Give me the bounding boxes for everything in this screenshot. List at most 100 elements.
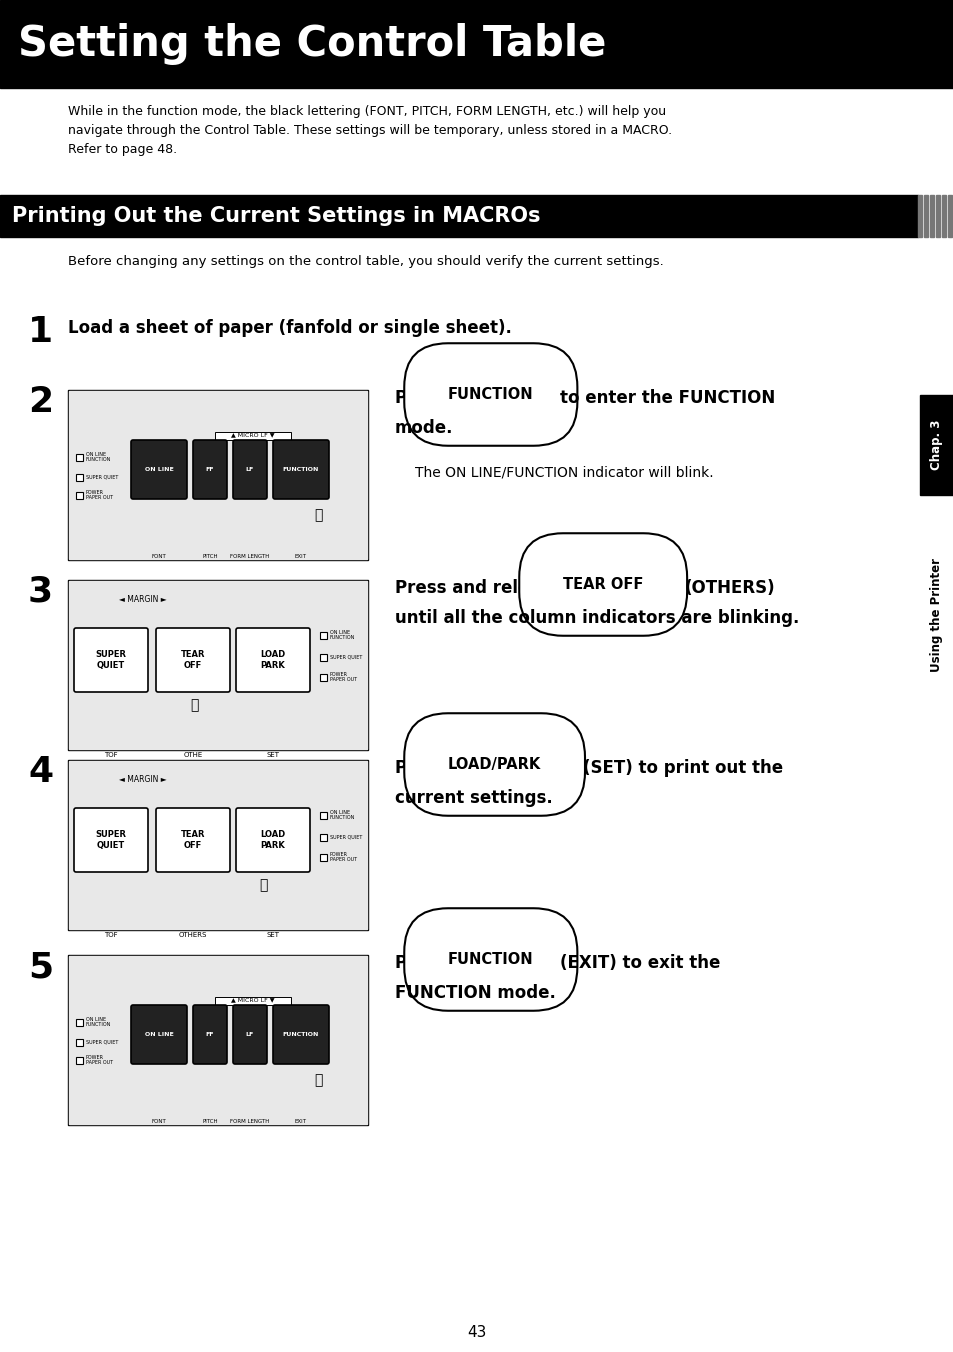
Text: FUNCTION: FUNCTION: [448, 387, 533, 402]
Text: Before changing any settings on the control table, you should verify the current: Before changing any settings on the cont…: [68, 256, 663, 268]
FancyBboxPatch shape: [74, 808, 148, 872]
Text: LOAD
PARK: LOAD PARK: [260, 830, 285, 849]
Text: EXIT: EXIT: [294, 1119, 307, 1124]
Text: PITCH: PITCH: [202, 1119, 217, 1124]
Text: FONT: FONT: [152, 554, 166, 558]
Text: ON LINE
FUNCTION: ON LINE FUNCTION: [86, 452, 112, 462]
Text: FUNCTION mode.: FUNCTION mode.: [395, 984, 556, 1002]
Text: ON LINE
FUNCTION: ON LINE FUNCTION: [330, 810, 355, 821]
Bar: [76, 475, 83, 481]
Bar: [319, 654, 327, 661]
Text: SET: SET: [266, 752, 279, 758]
Text: ✋: ✋: [314, 1073, 322, 1087]
Text: (OTHERS): (OTHERS): [684, 579, 775, 598]
Bar: [917, 195, 921, 237]
Text: 2: 2: [28, 385, 53, 419]
Text: Load a sheet of paper (fanfold or single sheet).: Load a sheet of paper (fanfold or single…: [68, 319, 512, 337]
Text: OTHE: OTHE: [183, 752, 202, 758]
Text: ✋: ✋: [190, 698, 198, 713]
Bar: [69, 956, 367, 1124]
Text: TOF: TOF: [104, 932, 117, 938]
FancyBboxPatch shape: [233, 1005, 267, 1064]
Bar: [319, 854, 327, 861]
Text: LOAD/PARK: LOAD/PARK: [448, 757, 540, 772]
Text: FUNCTION: FUNCTION: [282, 1032, 319, 1037]
Bar: [319, 631, 327, 639]
Bar: [68, 760, 368, 930]
Text: TEAR OFF: TEAR OFF: [562, 577, 642, 592]
Text: ✋: ✋: [314, 508, 322, 522]
FancyBboxPatch shape: [273, 1005, 329, 1064]
Bar: [76, 454, 83, 461]
Text: SUPER QUIET: SUPER QUIET: [330, 654, 362, 660]
Text: ◄ MARGIN ►: ◄ MARGIN ►: [119, 595, 167, 604]
Text: (SET) to print out the: (SET) to print out the: [582, 758, 782, 777]
Text: SUPER QUIET: SUPER QUIET: [86, 475, 118, 480]
Text: Press and release: Press and release: [395, 579, 561, 598]
Text: 43: 43: [467, 1325, 486, 1340]
Text: POWER
PAPER OUT: POWER PAPER OUT: [330, 672, 356, 683]
Text: ON LINE
FUNCTION: ON LINE FUNCTION: [330, 630, 355, 641]
Text: ON LINE: ON LINE: [145, 466, 173, 472]
FancyBboxPatch shape: [156, 808, 230, 872]
Text: SET: SET: [266, 932, 279, 938]
Bar: [69, 761, 367, 929]
Text: SUPER
QUIET: SUPER QUIET: [95, 830, 127, 849]
Text: ▲ MICRO LF ▼: ▲ MICRO LF ▼: [231, 433, 274, 437]
Bar: [923, 195, 927, 237]
Bar: [76, 1038, 83, 1046]
FancyBboxPatch shape: [193, 439, 227, 499]
Text: FUNCTION: FUNCTION: [448, 952, 533, 967]
Text: until all the column indicators are blinking.: until all the column indicators are blin…: [395, 608, 799, 627]
Text: LF: LF: [246, 466, 253, 472]
FancyBboxPatch shape: [235, 627, 310, 692]
Text: 1: 1: [28, 315, 53, 349]
Bar: [69, 391, 367, 558]
FancyBboxPatch shape: [273, 439, 329, 499]
Text: Printing Out the Current Settings in MACROs: Printing Out the Current Settings in MAC…: [12, 206, 540, 226]
Text: OTHERS: OTHERS: [178, 932, 207, 938]
Bar: [947, 195, 951, 237]
Text: Press: Press: [395, 758, 446, 777]
Bar: [68, 389, 368, 560]
FancyBboxPatch shape: [131, 439, 187, 499]
FancyBboxPatch shape: [193, 1005, 227, 1064]
Text: current settings.: current settings.: [395, 790, 552, 807]
Text: mode.: mode.: [395, 419, 453, 437]
Bar: [319, 813, 327, 819]
Bar: [214, 433, 291, 439]
Text: SUPER
QUIET: SUPER QUIET: [95, 650, 127, 669]
Text: (EXIT) to exit the: (EXIT) to exit the: [559, 955, 720, 972]
Text: LOAD
PARK: LOAD PARK: [260, 650, 285, 669]
FancyBboxPatch shape: [233, 439, 267, 499]
Bar: [319, 834, 327, 841]
Text: FF: FF: [206, 466, 214, 472]
Text: FONT: FONT: [152, 1119, 166, 1124]
FancyBboxPatch shape: [235, 808, 310, 872]
Text: SUPER QUIET: SUPER QUIET: [86, 1040, 118, 1045]
Text: POWER
PAPER OUT: POWER PAPER OUT: [86, 489, 113, 500]
Text: EXIT: EXIT: [294, 554, 307, 558]
Text: FF: FF: [206, 1032, 214, 1037]
Text: 3: 3: [28, 575, 53, 608]
Text: 4: 4: [28, 754, 53, 790]
Bar: [69, 581, 367, 749]
Text: ON LINE: ON LINE: [145, 1032, 173, 1037]
Text: FORM LENGTH: FORM LENGTH: [230, 554, 270, 558]
Text: FUNCTION: FUNCTION: [282, 466, 319, 472]
Text: POWER
PAPER OUT: POWER PAPER OUT: [86, 1055, 113, 1065]
Bar: [76, 1019, 83, 1026]
Text: LF: LF: [246, 1032, 253, 1037]
Text: 5: 5: [28, 950, 53, 984]
Text: FORM LENGTH: FORM LENGTH: [230, 1119, 270, 1124]
FancyBboxPatch shape: [131, 1005, 187, 1064]
Text: POWER
PAPER OUT: POWER PAPER OUT: [330, 852, 356, 863]
Text: Press: Press: [395, 955, 446, 972]
Bar: [214, 996, 291, 1005]
Text: TOF: TOF: [104, 752, 117, 758]
Text: Using the Printer: Using the Printer: [929, 558, 943, 672]
Text: While in the function mode, the black lettering (FONT, PITCH, FORM LENGTH, etc.): While in the function mode, the black le…: [68, 105, 672, 155]
Text: ◄ MARGIN ►: ◄ MARGIN ►: [119, 775, 167, 784]
Text: Press: Press: [395, 389, 446, 407]
Text: The ON LINE/FUNCTION indicator will blink.: The ON LINE/FUNCTION indicator will blin…: [415, 465, 713, 479]
